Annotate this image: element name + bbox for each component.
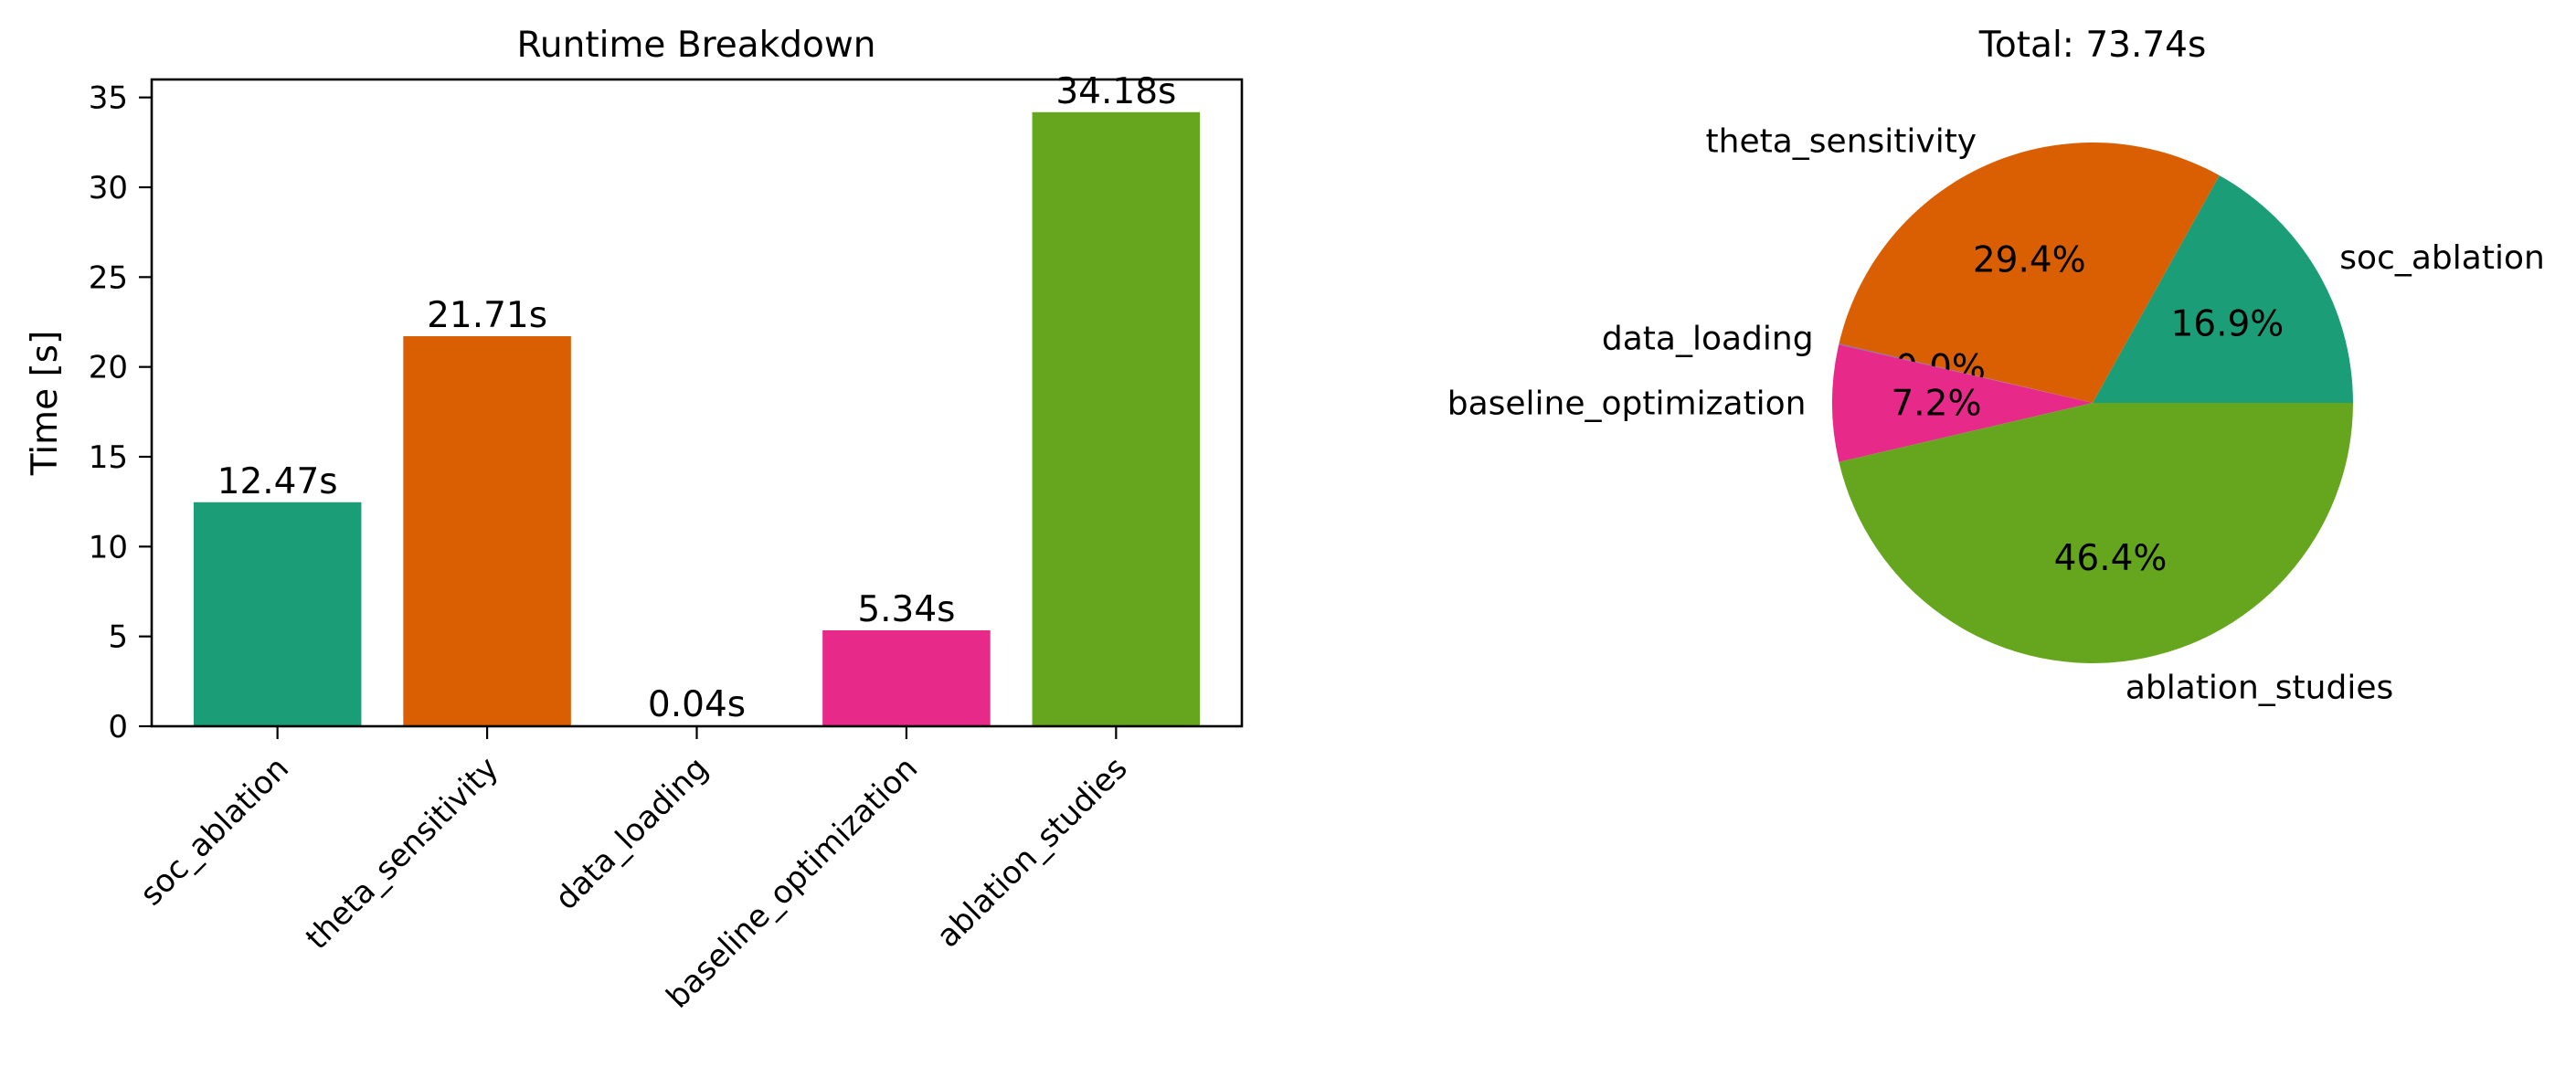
y-tick-label: 20	[89, 350, 128, 386]
x-tick-label: data_loading	[548, 750, 716, 917]
bar-marks: 12.47s 21.71s 0.04s 5.34s 34.18s	[193, 71, 1201, 726]
bar-value-label: 34.18s	[1055, 71, 1176, 112]
pie-slice-label: theta_sensitivity	[1706, 122, 1977, 160]
pie-percent-label: 29.4%	[1973, 240, 2086, 281]
bar-y-axis-label: Time [s]	[25, 331, 66, 477]
pie-chart-title: Total: 73.74s	[1978, 25, 2207, 66]
bar-theta_sensitivity	[403, 336, 571, 726]
x-tick-label: theta_sensitivity	[299, 750, 505, 956]
y-tick-label: 25	[89, 259, 128, 296]
bar-ablation_studies	[1032, 111, 1201, 726]
bar-soc_ablation	[193, 502, 362, 726]
pie-slice-ablation_studies	[1839, 403, 2353, 663]
bar-y-axis: 0 5 10 15 20 25 30 35	[89, 80, 152, 745]
bar-value-label: 0.04s	[648, 684, 746, 725]
x-tick-label: ablation_studies	[929, 750, 1134, 955]
pie-slice-label: ablation_studies	[2125, 669, 2393, 706]
bar-value-label: 5.34s	[857, 589, 955, 630]
pie-slice-data_loading	[1839, 343, 2093, 403]
pie-percent-label: 16.9%	[2170, 303, 2284, 344]
y-tick-label: 30	[89, 170, 128, 206]
bar-value-label: 12.47s	[217, 461, 338, 502]
bar-x-axis: soc_ablation theta_sensitivity data_loadin…	[133, 726, 1135, 1016]
pie-percent-label: 7.2%	[1891, 383, 1981, 424]
y-tick-label: 5	[108, 619, 128, 656]
pie-slice-baseline_optimization	[1832, 344, 2093, 462]
x-tick-label: soc_ablation	[133, 750, 296, 913]
pie-slice-theta_sensitivity	[1839, 143, 2220, 403]
pie-marks: soc_ablation 16.9% theta_sensitivity 29.4% d…	[1447, 122, 2545, 706]
pie-slice-label: soc_ablation	[2339, 239, 2545, 277]
y-tick-label: 15	[89, 439, 128, 476]
bar-value-label: 21.71s	[427, 295, 547, 336]
pie-chart-panel: Total: 73.74s soc_ablation 16.9% theta_sen…	[1447, 25, 2545, 706]
bar-baseline_optimization	[822, 629, 991, 726]
pie-slice-label: data_loading	[1602, 320, 1814, 357]
bar-chart-title: Runtime Breakdown	[517, 25, 876, 66]
y-tick-label: 0	[108, 709, 128, 745]
pie-percent-label: 46.4%	[2054, 538, 2168, 579]
bar-plot-frame	[150, 78, 1244, 728]
y-tick-label: 35	[89, 80, 128, 117]
pie-slice-soc_ablation	[2093, 175, 2353, 403]
y-tick-label: 10	[89, 529, 128, 565]
pie-slice-label: baseline_optimization	[1447, 386, 1807, 423]
bar-chart-panel: Runtime Breakdown 12.47s 21.71s 0.04s 5.34s…	[25, 25, 1244, 1016]
